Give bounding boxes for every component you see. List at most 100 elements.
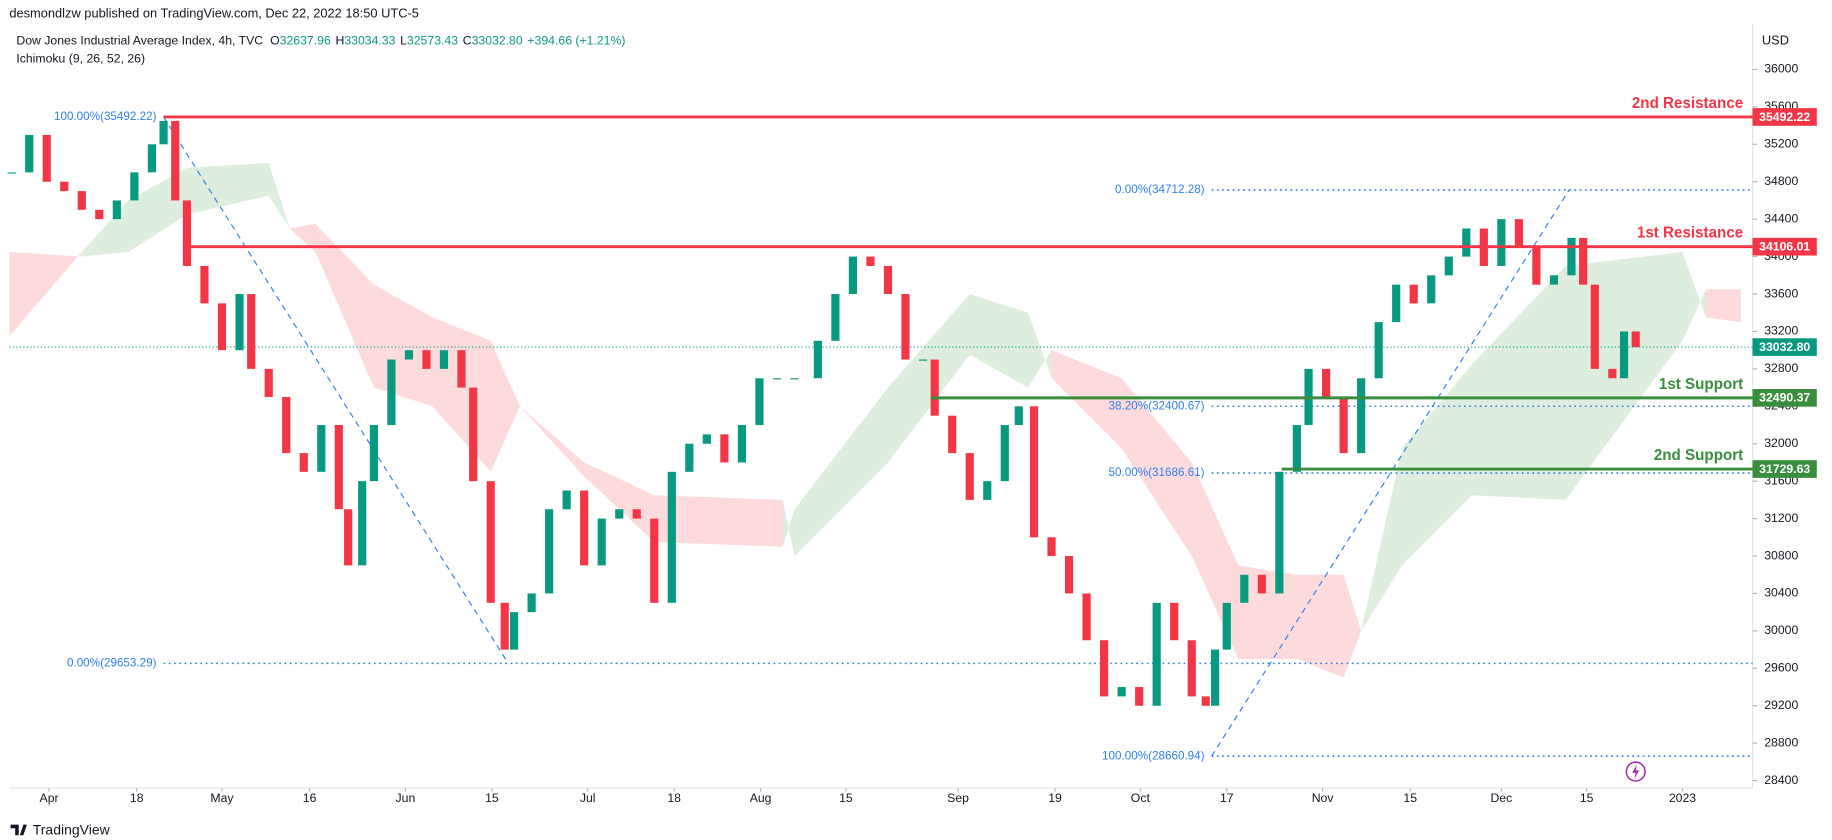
- x-tick-label: Jul: [580, 791, 596, 805]
- ichimoku-cloud: [1121, 378, 1192, 557]
- y-tick-label: 34800: [1764, 174, 1798, 188]
- candle: [112, 200, 121, 220]
- candle: [1000, 425, 1009, 482]
- candle: [667, 471, 676, 603]
- candle: [1014, 406, 1023, 426]
- candle: [1427, 275, 1436, 304]
- candle: [1029, 406, 1039, 538]
- candle: [983, 481, 992, 500]
- x-tick-label: 17: [1220, 791, 1234, 805]
- candle: [1211, 649, 1220, 706]
- candle: [1532, 247, 1541, 285]
- x-tick-label: May: [210, 791, 234, 805]
- candle: [1187, 640, 1196, 697]
- x-tick-label: 15: [839, 791, 853, 805]
- candle: [299, 453, 308, 472]
- candle: [790, 378, 799, 380]
- y-tick-label: 35200: [1764, 137, 1798, 151]
- candle: [7, 172, 16, 174]
- ohlc-label: O: [270, 34, 280, 48]
- candle: [632, 509, 641, 519]
- candle: [130, 172, 139, 201]
- candle: [755, 378, 764, 426]
- ichimoku-cloud: [1682, 251, 1706, 341]
- candle: [1497, 219, 1506, 266]
- x-tick-label: 18: [667, 791, 681, 805]
- candle: [1152, 602, 1161, 706]
- candle: [387, 359, 396, 426]
- candle: [562, 490, 571, 510]
- ohlc-label: C: [463, 34, 472, 48]
- candle: [500, 602, 509, 650]
- candle: [1201, 696, 1210, 706]
- y-tick-label: 33200: [1764, 324, 1798, 338]
- candle: [1608, 368, 1617, 379]
- candle: [1631, 331, 1640, 348]
- y-tick-label: 28400: [1764, 773, 1798, 787]
- level-price-label: 31729.63: [1759, 462, 1810, 476]
- candle: [1064, 556, 1074, 594]
- x-tick-label: 18: [130, 791, 144, 805]
- candle: [147, 144, 156, 173]
- alert-icon[interactable]: [1625, 761, 1646, 782]
- y-tick-label: 28800: [1764, 735, 1798, 749]
- ichimoku-cloud: [887, 294, 970, 463]
- change: +394.66 (+1.21%): [527, 34, 625, 48]
- candle: [1409, 284, 1418, 304]
- y-tick-label: 29200: [1764, 698, 1798, 712]
- ichimoku-cloud: [1343, 574, 1362, 678]
- last-price-box: [1752, 338, 1817, 356]
- candle: [60, 181, 69, 192]
- last-price-label: 33032.80: [1759, 340, 1810, 354]
- ichimoku-cloud: [1296, 574, 1344, 678]
- candle: [200, 265, 209, 304]
- fib-trend: [163, 116, 509, 664]
- candle: [95, 209, 104, 220]
- candle: [615, 509, 624, 519]
- level-name: 2nd Support: [1654, 447, 1743, 464]
- candle: [457, 350, 466, 388]
- x-tick-label: 15: [1403, 791, 1417, 805]
- candle: [1549, 275, 1559, 285]
- symbol-name: Dow Jones Industrial Average Index, 4h, …: [16, 34, 263, 48]
- candle: [1222, 602, 1231, 650]
- x-tick-label: Aug: [750, 791, 772, 805]
- x-tick-label: 15: [485, 791, 499, 805]
- candle: [831, 294, 840, 341]
- candle: [422, 350, 431, 369]
- x-tick-label: Apr: [40, 791, 59, 805]
- level-price-label: 35492.22: [1759, 110, 1810, 124]
- candle: [685, 443, 694, 472]
- ichimoku-cloud: [584, 462, 655, 542]
- candle: [597, 518, 606, 566]
- candle: [965, 453, 974, 500]
- candle: [702, 434, 711, 444]
- publisher: desmondlzw published on TradingView.com,…: [9, 6, 419, 21]
- alert-icon-bolt: [1632, 764, 1640, 779]
- symbol-legend: Dow Jones Industrial Average Index, 4h, …: [16, 34, 625, 48]
- x-tick-label: 2023: [1669, 791, 1696, 805]
- ichimoku-cloud: [315, 223, 374, 388]
- candle: [1357, 378, 1366, 454]
- candle: [77, 191, 86, 210]
- candle: [918, 359, 928, 361]
- ichimoku-cloud: [969, 294, 1029, 388]
- level-name: 2nd Resistance: [1632, 95, 1743, 112]
- candle: [469, 387, 478, 482]
- x-tick-label: 19: [1048, 791, 1062, 805]
- candle: [1135, 687, 1144, 706]
- candle: [1292, 425, 1301, 472]
- ichimoku-cloud: [1472, 265, 1566, 500]
- candle: [650, 518, 659, 603]
- candle: [545, 509, 554, 594]
- candle: [1619, 331, 1629, 379]
- x-tick-label: 16: [303, 791, 317, 805]
- candle: [1170, 602, 1179, 641]
- ichimoku-cloud: [1705, 289, 1741, 323]
- candle: [486, 481, 495, 603]
- candle: [235, 294, 244, 351]
- ichimoku-cloud: [794, 387, 888, 557]
- candle: [930, 359, 939, 416]
- candle: [282, 396, 291, 454]
